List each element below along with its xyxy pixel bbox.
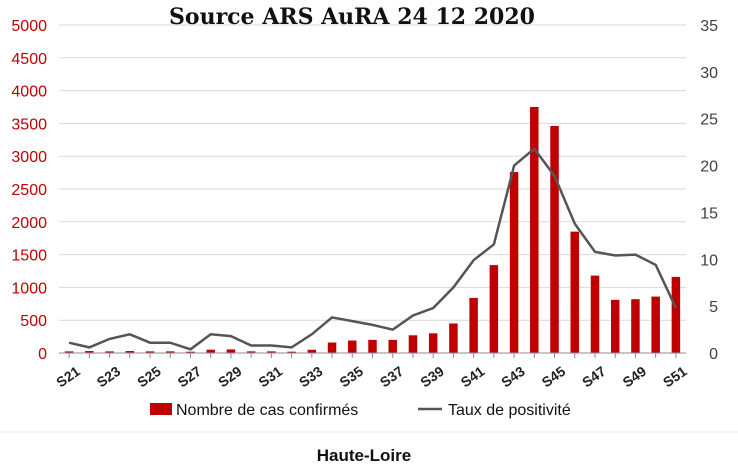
chart-title: Source ARS AuRA 24 12 2020 <box>169 4 535 30</box>
x-tick-label: S45 <box>539 363 569 391</box>
bar-S47 <box>590 275 600 353</box>
y-right-tick-label: 30 <box>700 65 718 82</box>
x-tick-label: S27 <box>175 363 205 391</box>
bar-S51 <box>671 276 681 353</box>
bar-S23 <box>105 351 114 353</box>
y-right-tick-label: 35 <box>700 18 718 35</box>
bar-S48 <box>610 299 620 353</box>
x-tick-label: S35 <box>336 363 366 391</box>
bar-S50 <box>651 296 660 353</box>
y-right-tick-label: 5 <box>709 299 718 316</box>
bar-S29 <box>226 349 236 353</box>
x-tick-label: S43 <box>498 363 528 391</box>
y-right-tick-label: 10 <box>700 252 718 269</box>
y-right-tick-label: 25 <box>700 112 718 129</box>
y-left-tick-label: 4500 <box>11 51 47 68</box>
bar-S46 <box>570 231 580 353</box>
y-left-tick-label: 2000 <box>11 215 47 232</box>
x-tick-label: S25 <box>134 363 164 391</box>
bar-S22 <box>85 351 94 353</box>
y-left-tick-label: 3000 <box>11 149 47 166</box>
bar-S49 <box>631 299 640 353</box>
bar-S34 <box>327 342 337 353</box>
x-tick-label: S31 <box>255 363 285 391</box>
legend-bar-label: Nombre de cas confirmés <box>176 402 358 419</box>
x-tick-label: S33 <box>296 363 326 391</box>
y-left-tick-label: 5000 <box>11 18 47 35</box>
x-tick-label: S41 <box>458 363 488 391</box>
bar-S45 <box>550 126 559 353</box>
bar-S43 <box>509 171 519 353</box>
bar-S38 <box>408 335 418 353</box>
y-left-tick-label: 4000 <box>11 84 47 101</box>
x-tick-label: S39 <box>417 363 447 391</box>
x-tick-label: S49 <box>620 363 650 391</box>
y-axis-right: 0 5 10 15 20 25 30 35 <box>700 18 718 363</box>
y-left-tick-label: 500 <box>20 313 47 330</box>
y-left-tick-label: 2500 <box>11 182 47 199</box>
bar-S33 <box>307 349 317 353</box>
gridlines <box>59 24 686 321</box>
y-right-tick-label: 0 <box>709 346 718 363</box>
y-left-tick-label: 0 <box>38 346 47 363</box>
y-left-tick-label: 1000 <box>11 280 47 297</box>
x-axis: S21 S23 S25 S27 S29 S31 S33 S35 S37 S39 S41 S43 S45 S… <box>53 353 690 390</box>
bar-S35 <box>348 340 357 353</box>
x-tick-label: S51 <box>660 363 690 391</box>
legend-line-label: Taux de positivité <box>448 402 571 419</box>
bar-S37 <box>388 339 397 353</box>
y-right-tick-label: 20 <box>700 159 718 176</box>
bar-S41 <box>469 297 478 353</box>
x-tick-label: S29 <box>215 363 245 391</box>
x-tick-label: S21 <box>53 363 83 391</box>
bar-S44 <box>530 107 539 353</box>
positivity-line <box>68 146 678 351</box>
x-tick-label: S23 <box>94 363 124 391</box>
x-tick-label: S47 <box>579 363 609 391</box>
bar-S21 <box>64 351 74 353</box>
chart-caption: Haute-Loire <box>317 446 411 465</box>
y-right-tick-label: 15 <box>700 205 718 222</box>
bar-S27 <box>186 351 195 353</box>
bar-S32 <box>287 351 296 353</box>
bar-series <box>64 107 681 353</box>
bar-S31 <box>267 351 276 353</box>
y-left-tick-label: 3500 <box>11 116 47 133</box>
legend: Nombre de cas confirmés Taux de positivi… <box>150 402 571 419</box>
bar-S25 <box>145 351 155 353</box>
bar-S42 <box>489 265 499 353</box>
x-tick-label: S37 <box>377 363 407 391</box>
bar-S36 <box>368 339 377 353</box>
bar-S30 <box>246 351 256 353</box>
bar-S24 <box>125 351 135 353</box>
y-axis-left: 0 500 1000 1500 2000 2500 3000 3500 4000 4500 5000 <box>11 18 47 363</box>
y-left-tick-label: 1500 <box>11 248 47 265</box>
bar-S28 <box>206 349 215 353</box>
bar-S39 <box>428 333 438 353</box>
legend-bar-swatch <box>150 403 172 415</box>
bar-S26 <box>165 351 175 353</box>
bar-S40 <box>449 323 458 353</box>
